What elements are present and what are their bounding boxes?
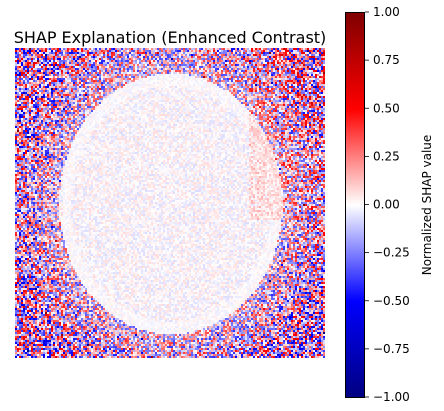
colorbar [345,12,365,398]
colorbar-tick-label: 0.50 [373,101,400,115]
colorbar-tick-label: 0.25 [373,149,400,163]
colorbar-tick-label: 0.75 [373,53,400,67]
colorbar-tick-label: −0.75 [373,342,410,356]
colorbar-tick-label: −0.50 [373,294,410,308]
colorbar-tick-label: 1.00 [373,5,400,19]
chart-title: SHAP Explanation (Enhanced Contrast) [13,28,327,47]
colorbar-label: Normalized SHAP value [420,134,434,276]
colorbar-tick-label: −0.25 [373,246,410,260]
shap-heatmap [15,48,325,358]
colorbar-tick-label: 0.00 [373,198,400,212]
colorbar-tick-label: −1.00 [373,390,410,404]
